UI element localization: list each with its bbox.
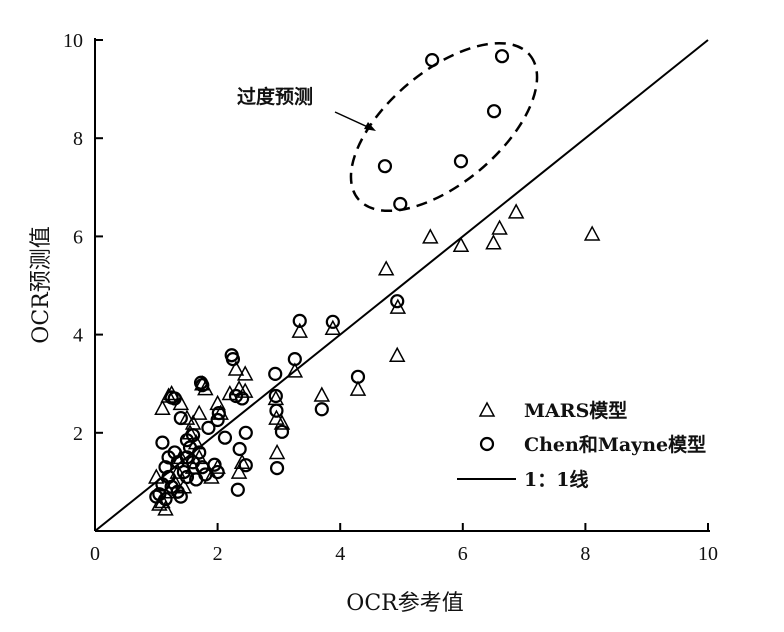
chen-mayne-point xyxy=(390,294,405,309)
mars-point xyxy=(230,463,248,479)
chen-mayne-point xyxy=(182,440,198,455)
chen-mayne-point xyxy=(167,445,182,460)
chen-mayne-point xyxy=(189,472,204,487)
chen-mayne-point xyxy=(350,369,366,384)
legend-circle-marker xyxy=(479,436,495,452)
x-tick-label: 2 xyxy=(213,543,223,565)
chen-mayne-point xyxy=(210,412,225,428)
x-axis-title: OCR参考值 xyxy=(346,591,463,616)
chen-mayne-point xyxy=(210,464,225,480)
chen-mayne-point xyxy=(486,104,502,119)
legend-label-mars: MARS模型 xyxy=(524,399,627,422)
y-tick-label: 10 xyxy=(63,30,83,52)
chen-mayne-point xyxy=(238,425,253,440)
chen-mayne-point xyxy=(314,402,329,417)
mars-point xyxy=(491,219,508,235)
chen-mayne-point xyxy=(377,159,393,174)
chen-mayne-point xyxy=(232,441,247,457)
mars-point xyxy=(388,346,406,362)
mars-point xyxy=(452,236,470,252)
chen-mayne-point xyxy=(217,430,233,445)
chen-mayne-point xyxy=(453,154,469,169)
mars-point xyxy=(273,414,291,430)
chen-mayne-point xyxy=(207,457,222,472)
chen-mayne-point xyxy=(158,460,173,475)
chen-mayne-point xyxy=(149,489,164,504)
mars-point xyxy=(313,386,331,402)
chen-mayne-point xyxy=(325,314,340,329)
chen-mayne-point xyxy=(173,489,188,504)
chen-mayne-point xyxy=(238,458,253,473)
mars-point xyxy=(227,360,245,376)
chen-mayne-point xyxy=(158,491,173,507)
mars-point xyxy=(181,424,199,440)
x-tick-label: 8 xyxy=(580,543,590,565)
y-tick-label: 4 xyxy=(73,325,83,347)
chen-mayne-point xyxy=(230,482,245,497)
chen-mayne-point xyxy=(225,352,241,367)
chen-mayne-point xyxy=(268,366,283,381)
x-tick-label: 10 xyxy=(698,543,718,565)
chen-mayne-point xyxy=(195,378,210,393)
chen-mayne-point xyxy=(173,410,188,426)
x-ticks: 0 2 4 6 8 10 xyxy=(90,523,718,565)
y-axis-title: OCR预测值 xyxy=(29,226,54,343)
chen-mayne-point xyxy=(167,391,182,406)
chen-mayne-point xyxy=(235,391,250,406)
chen-mayne-point xyxy=(179,450,195,465)
mars-point xyxy=(507,203,525,219)
y-tick-label: 6 xyxy=(73,226,83,248)
legend: MARS模型 Chen和Mayne模型 1：1线 xyxy=(457,399,706,491)
legend-label-one-to-one: 1：1线 xyxy=(524,468,588,491)
chen-mayne-point xyxy=(201,420,216,435)
mars-point xyxy=(377,260,395,276)
legend-label-chen-mayne: Chen和Mayne模型 xyxy=(524,433,706,456)
y-tick-label: 2 xyxy=(73,423,83,445)
mars-point xyxy=(236,382,254,398)
chen-mayne-point xyxy=(287,352,302,367)
chen-mayne-point xyxy=(268,388,283,404)
chen-mayne-point xyxy=(179,469,195,485)
mars-point xyxy=(169,463,187,479)
mars-point xyxy=(485,234,502,250)
chen-mayne-point xyxy=(269,461,285,476)
annotation-arrow xyxy=(334,111,376,131)
mars-point xyxy=(422,228,439,244)
mars-point xyxy=(178,409,196,425)
chen-mayne-point xyxy=(269,403,284,418)
overprediction-annotation: 过度预测 xyxy=(237,85,313,108)
mars-point xyxy=(291,322,308,338)
overprediction-ellipse xyxy=(349,41,539,213)
x-tick-label: 4 xyxy=(335,543,345,565)
x-tick-label: 6 xyxy=(458,543,468,565)
one-to-one-line xyxy=(94,39,709,532)
chen-mayne-point xyxy=(211,406,226,421)
mars-point xyxy=(154,399,171,415)
mars-point xyxy=(268,409,285,425)
mars-point xyxy=(268,443,286,460)
y-tick-label: 8 xyxy=(73,128,83,150)
mars-point xyxy=(349,380,367,396)
chen-mayne-point xyxy=(155,435,170,450)
chen-mayne-point xyxy=(179,433,195,448)
mars-point xyxy=(157,500,174,516)
mars-point xyxy=(233,453,251,470)
axes xyxy=(94,38,710,532)
x-tick-label: 0 xyxy=(90,543,100,565)
mars-point xyxy=(286,362,304,378)
mars-point xyxy=(209,394,226,411)
y-ticks: 2 4 6 8 10 xyxy=(63,30,103,445)
chen-mayne-point xyxy=(274,424,290,439)
chen-mayne-point xyxy=(494,49,510,64)
mars-point xyxy=(583,225,601,241)
legend-triangle-marker xyxy=(478,401,496,417)
mars-point xyxy=(190,404,208,420)
chen-mayne-point xyxy=(292,313,307,328)
